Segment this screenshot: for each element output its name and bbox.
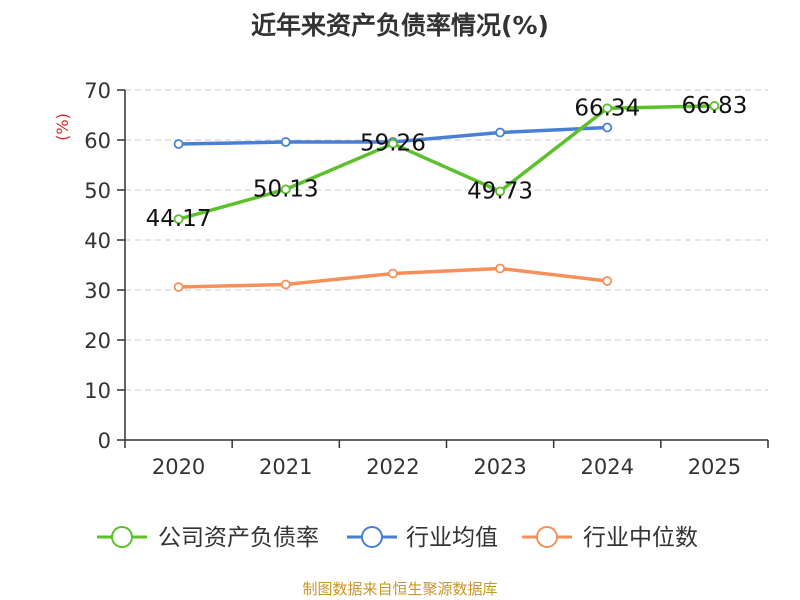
data-label-2022: 59.26 — [360, 131, 426, 157]
data-label-2023: 49.73 — [467, 178, 533, 204]
data-point-2-1 — [280, 279, 291, 290]
data-point-0-4 — [602, 103, 613, 114]
x-tick-label-2025: 2025 — [688, 455, 741, 479]
data-point-0-3 — [495, 186, 505, 197]
axes: 0 10 20 30 40 50 60 70 2020 2021 2022 2023 2024 2025 (… — [53, 79, 769, 479]
legend-item-2: 行业中位数 — [522, 525, 698, 551]
series-lines — [173, 100, 720, 292]
data-label-2020: 44.17 — [146, 206, 212, 232]
data-point-1-3 — [495, 127, 505, 138]
data-point-2-4 — [602, 276, 613, 286]
y-tick-label-30: 30 — [84, 279, 111, 303]
data-point-2-2 — [388, 268, 398, 279]
y-tick-label-20: 20 — [84, 329, 111, 353]
source-note: 制图数据来自恒生聚源数据库 — [302, 580, 498, 598]
data-point-1-1 — [280, 137, 291, 147]
y-tick-label-40: 40 — [84, 229, 111, 253]
x-tick-label-2021: 2021 — [259, 455, 312, 479]
data-point-1-0 — [173, 139, 184, 149]
x-tick-label-2023: 2023 — [473, 455, 526, 479]
y-tick-label-10: 10 — [84, 379, 111, 403]
chart-title: 近年来资产负债率情况(%) — [251, 11, 549, 40]
legend-label-2: 行业中位数 — [583, 525, 698, 551]
legend-label-0: 公司资产负债率 — [158, 525, 319, 551]
data-point-0-5 — [709, 100, 720, 111]
y-tick-label-70: 70 — [84, 79, 111, 103]
legend-item-0: 公司资产负债率 — [97, 525, 319, 551]
data-point-2-0 — [173, 282, 184, 292]
legend-item-1: 行业均值 — [347, 525, 498, 551]
legend-label-1: 行业均值 — [406, 525, 498, 551]
series-line-0 — [178, 104, 715, 221]
data-label-2024: 66.34 — [574, 95, 640, 121]
x-tick-label-2022: 2022 — [366, 455, 419, 479]
data-point-0-2 — [388, 138, 398, 149]
data-point-0-1 — [280, 184, 291, 195]
y-tick-label-50: 50 — [84, 179, 111, 203]
x-tick-label-2020: 2020 — [152, 455, 205, 479]
y-tick-label-60: 60 — [84, 129, 111, 153]
data-point-0-0 — [173, 214, 184, 225]
grid-lines — [125, 89, 768, 391]
legend-swatch-marker-0 — [111, 526, 133, 548]
data-point-1-4 — [602, 122, 613, 133]
legend: 公司资产负债率 行业均值 行业中位数 — [97, 525, 698, 551]
data-label-2025: 66.83 — [681, 93, 747, 119]
data-labels: 44.17 50.13 59.26 49.73 66.34 66.83 — [146, 93, 748, 232]
legend-swatch-marker-1 — [361, 526, 383, 548]
data-label-2021: 50.13 — [253, 176, 319, 202]
legend-swatch-marker-2 — [536, 526, 558, 548]
y-axis-label: (%) — [53, 113, 72, 141]
x-tick-label-2024: 2024 — [581, 455, 634, 479]
y-tick-label-0: 0 — [98, 429, 111, 453]
data-point-2-3 — [495, 263, 505, 274]
